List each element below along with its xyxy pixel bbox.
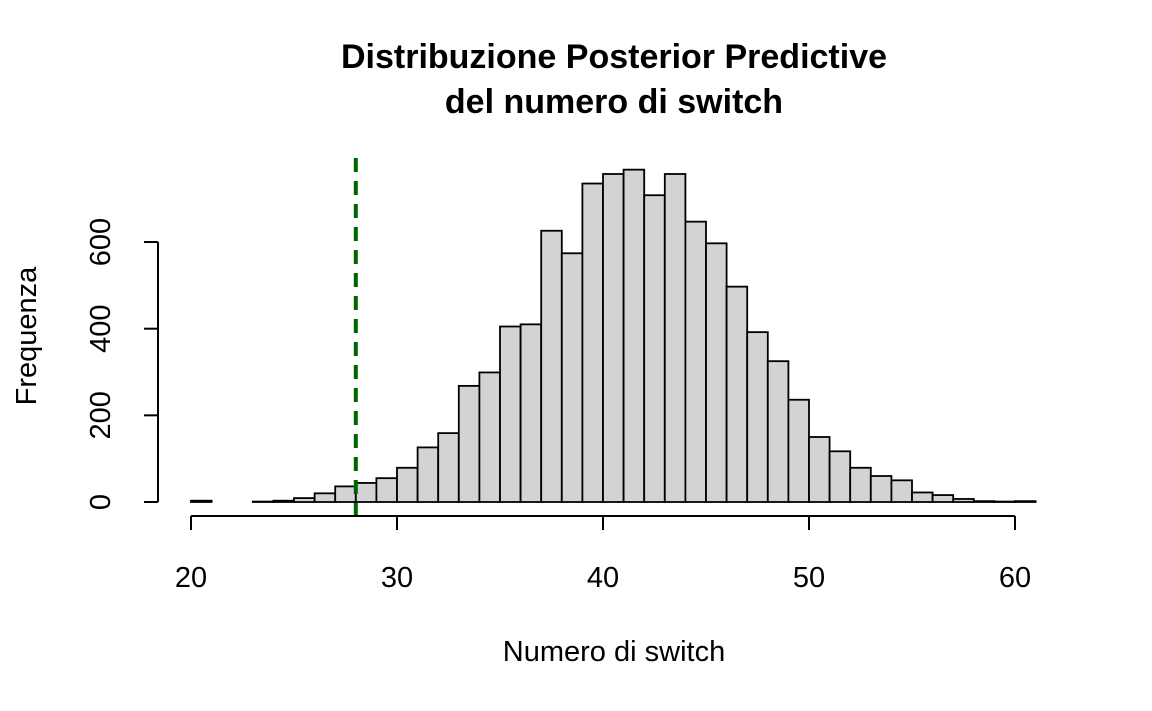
histogram-bar xyxy=(787,398,810,503)
histogram-bar xyxy=(766,360,790,503)
y-tick-label: 200 xyxy=(85,391,117,439)
histogram-bar xyxy=(437,432,460,503)
x-tick-label: 50 xyxy=(793,562,825,594)
histogram-bar xyxy=(560,252,584,503)
histogram-bar xyxy=(746,331,769,503)
histogram-bar xyxy=(808,436,831,503)
histogram-bar xyxy=(725,285,749,503)
histogram-bar xyxy=(478,371,501,503)
histogram-bar xyxy=(354,482,378,503)
histogram-bar xyxy=(828,450,852,503)
chart-title: Distribuzione Posterior Predictive del n… xyxy=(341,38,887,121)
histogram-bar xyxy=(622,168,646,503)
y-axis-label: Frequenza xyxy=(11,266,43,406)
histogram-bar xyxy=(416,446,440,503)
histogram-bar xyxy=(396,466,419,503)
histogram-bar xyxy=(519,323,543,503)
chart-title-line-1: Distribuzione Posterior Predictive xyxy=(341,38,887,76)
y-axis: 0 200 400 600 xyxy=(85,218,159,510)
x-axis: 20 30 40 50 60 xyxy=(175,515,1031,594)
histogram-bar xyxy=(457,384,481,503)
x-tick-label: 40 xyxy=(587,562,619,594)
y-tick-label: 400 xyxy=(85,304,117,352)
x-tick-label: 20 xyxy=(175,562,207,594)
histogram-bars xyxy=(190,168,1037,503)
histogram-bar xyxy=(499,325,522,503)
histogram-bar xyxy=(581,182,604,503)
y-tick-label: 600 xyxy=(85,218,117,266)
histogram-bar xyxy=(643,194,666,503)
x-tick-label: 30 xyxy=(381,562,413,594)
histogram-bar xyxy=(972,500,996,503)
histogram-bar xyxy=(890,479,913,503)
histogram-bar xyxy=(190,499,213,503)
histogram-bar xyxy=(931,494,955,503)
histogram-bar xyxy=(540,229,563,503)
y-tick-label: 0 xyxy=(85,494,117,510)
histogram-bar xyxy=(849,466,872,503)
x-axis-label: Numero di switch xyxy=(503,636,725,668)
histogram-bar xyxy=(313,492,337,503)
histogram-bar xyxy=(602,173,625,503)
histogram-bar xyxy=(952,498,975,503)
chart-title-line-2: del numero di switch xyxy=(445,83,783,121)
histogram-bar xyxy=(1014,500,1037,503)
histogram-bar xyxy=(911,491,934,503)
histogram-bar xyxy=(869,475,893,503)
histogram-bar xyxy=(684,220,707,503)
histogram-bar xyxy=(293,497,316,503)
histogram-bar xyxy=(705,242,728,503)
histogram-bar xyxy=(375,477,398,503)
histogram-bar xyxy=(663,173,687,503)
histogram-bar xyxy=(334,485,357,503)
histogram-bar xyxy=(272,499,295,503)
x-tick-label: 60 xyxy=(999,562,1031,594)
